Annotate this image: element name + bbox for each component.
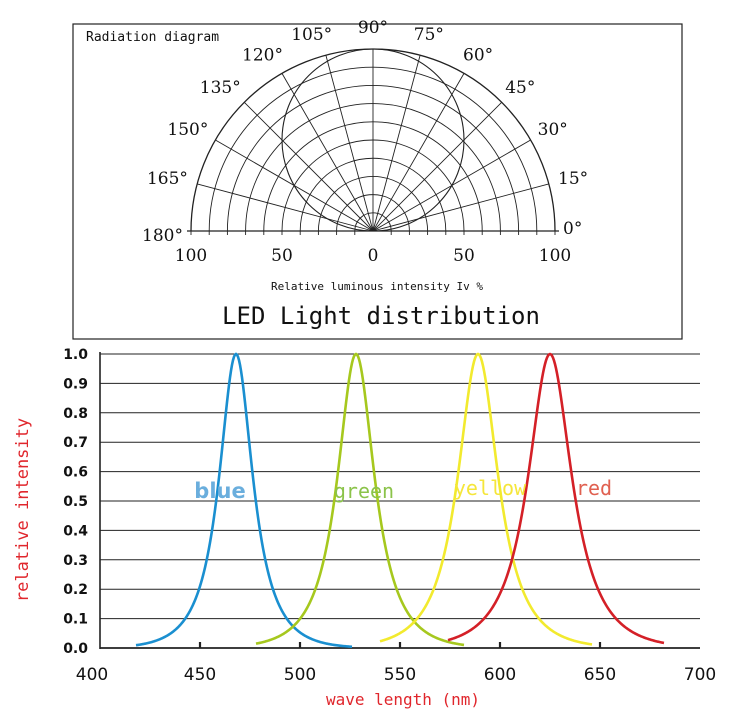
polar-angle-label-105: 105° [291, 25, 332, 45]
polar-angle-label-15: 15° [558, 169, 588, 189]
spectrum-x-tick-label: 650 [584, 665, 616, 685]
radiation-diagram-title: Radiation diagram [86, 30, 219, 45]
polar-spoke-75 [372, 55, 421, 232]
spectrum-y-tick-label: 0.7 [63, 435, 88, 451]
polar-angle-label-75: 75° [414, 25, 444, 45]
polar-caption: LED Light distribution [222, 302, 540, 330]
polar-spoke-135 [243, 101, 374, 232]
polar-radial-label: 50 [271, 246, 293, 266]
polar-spoke-120 [281, 73, 374, 232]
spectrum-series-label-red: red [576, 476, 612, 500]
polar-angle-label-180: 180° [142, 226, 183, 246]
spectrum-x-tick-label: 400 [76, 665, 108, 685]
spectrum-grid [99, 352, 700, 649]
polar-angle-label-135: 135° [200, 78, 241, 98]
polar-spoke-165 [197, 183, 374, 232]
polar-spoke-105 [325, 55, 374, 232]
spectrum-series-red [447, 352, 665, 645]
spectrum-y-tick-label: 0.4 [63, 523, 88, 539]
polar-angle-label-0: 0° [563, 219, 582, 239]
spectrum-y-axis-label: relative intensity [13, 418, 33, 602]
spectrum-series-label-blue: blue [194, 479, 245, 503]
polar-angle-label-150: 150° [167, 120, 208, 140]
spectrum-y-tick-label: 0.3 [63, 553, 88, 569]
spectrum-x-tick-labels: 400 450 500 550 600 650 700 [76, 665, 716, 685]
polar-radial-label: 0 [368, 246, 379, 266]
spectrum-y-tick-label: 1.0 [63, 347, 88, 363]
spectrum-x-axis-label: wave length (nm) [326, 690, 480, 709]
spectrum-series-blue [135, 352, 353, 649]
polar-radial-label: 100 [539, 246, 571, 266]
spectrum-y-tick-label: 0.0 [63, 641, 88, 657]
polar-angle-label-120: 120° [242, 45, 283, 65]
polar-radial-label: 100 [175, 246, 207, 266]
spectrum-series-labels: blue green yellow red [194, 476, 612, 503]
polar-spoke-15 [372, 183, 549, 232]
spectrum-series-yellow [379, 352, 593, 646]
spectrum-series-label-green: green [334, 479, 394, 503]
polar-angle-label-90: 90° [358, 18, 388, 38]
spectrum-chart: blue green yellow red 0.0 0.1 0.2 0.3 0.4 0.5 0.6… [13, 347, 716, 709]
spectrum-y-tick-labels: 0.0 0.1 0.2 0.3 0.4 0.5 0.6 0.7 0.8 0.9 1.0 [63, 347, 88, 657]
polar-radial-labels: 100 50 0 50 100 [175, 246, 571, 266]
polar-spoke-45 [372, 101, 503, 232]
spectrum-y-tick-label: 0.8 [63, 406, 88, 422]
polar-pattern [281, 48, 465, 232]
polar-angle-label-165: 165° [147, 169, 188, 189]
polar-angle-labels: 0° 15° 30° 45° 60° 75° 90° 105° 120°135° 150° 165°… [142, 18, 588, 246]
spectrum-x-tick-label: 500 [284, 665, 316, 685]
polar-pattern-curve [281, 48, 465, 232]
polar-axis-label: Relative luminous intensity Iv % [271, 280, 483, 293]
polar-radial-label: 50 [453, 246, 475, 266]
radiation-diagram: Radiation diagram 0° 15° 30° 45° 60° 75° 90° 10… [72, 18, 683, 340]
spectrum-series-green [255, 352, 465, 647]
spectrum-x-tick-label: 450 [184, 665, 216, 685]
spectrum-x-tick-label: 600 [484, 665, 516, 685]
polar-angle-label-45: 45° [505, 78, 535, 98]
spectrum-y-tick-label: 0.1 [63, 612, 88, 628]
spectrum-series [135, 352, 665, 649]
spectrum-x-tick-label: 700 [684, 665, 716, 685]
radiation-diagram-frame [72, 23, 683, 340]
spectrum-series-label-yellow: yellow [454, 476, 527, 500]
spectrum-y-tick-label: 0.6 [63, 465, 88, 481]
spectrum-y-tick-label: 0.5 [63, 494, 88, 510]
spectrum-y-tick-label: 0.9 [63, 376, 88, 392]
polar-angle-label-60: 60° [463, 45, 493, 65]
polar-angle-label-30: 30° [538, 120, 568, 140]
spectrum-y-tick-label: 0.2 [63, 582, 88, 598]
polar-spoke-60 [372, 73, 465, 232]
spectrum-x-tick-label: 550 [384, 665, 416, 685]
